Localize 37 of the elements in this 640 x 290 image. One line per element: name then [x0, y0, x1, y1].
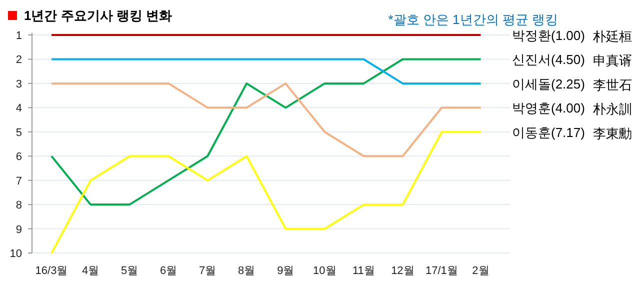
text: 신진서(4.50) — [512, 52, 585, 68]
text: 박정환(1.00) — [512, 28, 585, 43]
text: 李世石 — [593, 77, 632, 92]
y-tick-label: 8 — [16, 200, 22, 212]
y-tick-label: 7 — [16, 175, 22, 188]
y-tick-label: 2 — [16, 54, 22, 66]
y-tick-label: 4 — [16, 102, 22, 115]
text: 이동훈(7.17) — [512, 124, 585, 140]
y-tick-label: 5 — [16, 126, 22, 139]
text: 朴永訓 — [592, 102, 632, 117]
x-tick-label: 10월 — [313, 265, 336, 277]
x-tick-label: 4월 — [82, 265, 100, 277]
x-tick-label: 16/3월 — [35, 265, 68, 277]
y-tick-label: 6 — [16, 151, 22, 164]
chart-title: 1년간 주요기사 랭킹 변화 — [24, 8, 172, 23]
text: 李東勳 — [593, 126, 632, 141]
line-series — [50, 58, 482, 206]
text: 申真谞 — [593, 53, 632, 68]
x-tick-label: 8월 — [238, 265, 256, 277]
text: 이세돌(2.25) — [512, 76, 585, 92]
line-series — [50, 82, 482, 158]
x-tick-label: 11월 — [352, 265, 375, 277]
x-tick-label: 5월 — [120, 265, 138, 277]
y-tick-label: 1 — [16, 30, 22, 42]
x-tick-label: 6월 — [160, 265, 178, 277]
y-tick-label: 3 — [16, 78, 22, 90]
x-tick-label: 7월 — [199, 265, 216, 277]
chart-subtitle: *괄호 안은 1년간의 평균 랭킹 — [388, 12, 558, 27]
x-tick-label: 17/1월 — [426, 265, 458, 277]
x-tick-label: 2월 — [472, 265, 490, 277]
text: 박영훈(4.00) — [512, 100, 585, 116]
y-tick-label: 9 — [16, 224, 22, 236]
x-tick-label: 9월 — [277, 265, 294, 277]
x-tick-label: 12월 — [391, 265, 414, 277]
y-tick-label: 10 — [10, 248, 22, 260]
line-series — [50, 130, 482, 254]
text: 朴廷桓 — [592, 29, 632, 44]
